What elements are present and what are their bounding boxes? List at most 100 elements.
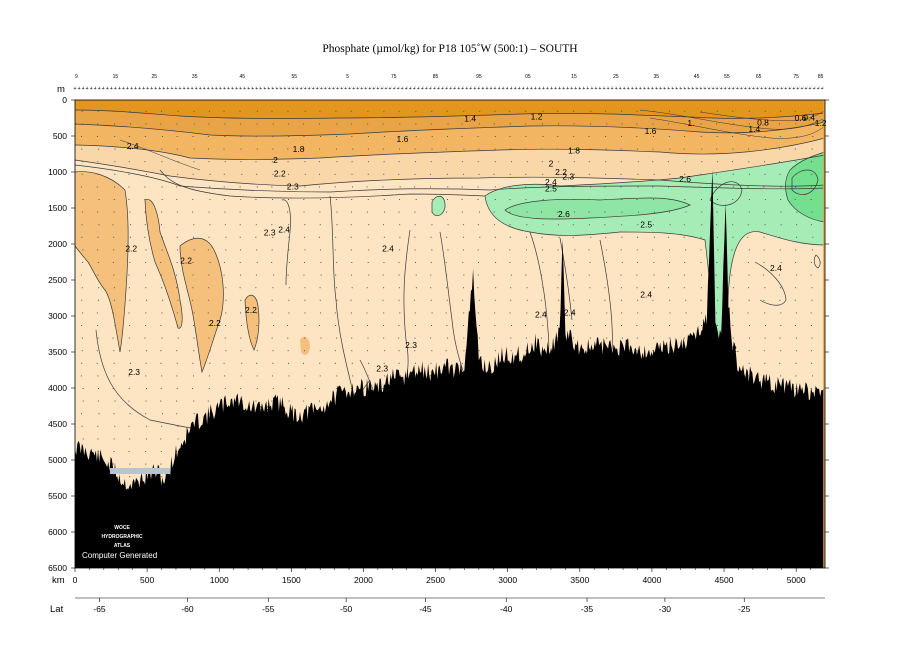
contour-label: 2.4 [640,289,652,299]
sample-dot [684,173,686,175]
sample-dot [256,249,258,251]
sample-dot [621,199,623,200]
station-cross: + [360,86,363,92]
sample-dot [748,148,750,150]
sample-dot [334,173,336,175]
station-cross: + [611,86,614,92]
sample-dot [621,211,623,213]
sample-dot [209,224,211,226]
sample-dot [160,262,162,263]
contour-label: 2. [732,344,739,354]
station-label: 05 [525,74,531,80]
sample-dot [445,148,447,150]
sample-dot [541,161,543,163]
sample-dot [604,211,606,213]
sample-dot [589,337,591,339]
station-cross: + [663,86,666,92]
sample-dot [128,287,130,289]
sample-dot [303,148,305,150]
sample-dot [542,173,544,175]
sample-dot [588,173,590,175]
sample-dot [81,287,83,289]
sample-dot [701,274,703,276]
sample-dot [731,299,733,301]
sample-dot [573,123,575,125]
sample-dot [398,325,400,326]
sample-dot [525,325,527,326]
sample-dot [541,148,543,150]
sample-dot [223,274,225,276]
sample-dot [240,136,242,137]
sample-dot [511,161,513,163]
station-cross: + [179,86,182,92]
sample-dot [319,199,321,200]
sample-dot [399,199,401,200]
sample-dot [114,161,116,163]
contour-label: 2.3 [258,405,270,415]
sample-dot [81,173,83,175]
sample-dot [336,337,338,339]
contour-label: 2.3 [562,171,574,181]
sample-dot [447,224,449,226]
sample-dot [668,186,670,188]
sample-dot [304,312,306,314]
sample-dot [780,312,782,314]
lat-tick-label: -50 [340,604,353,614]
sample-dot [431,148,433,150]
sample-dot [383,236,385,238]
sample-dot [478,173,480,175]
sample-dot [176,388,178,389]
sample-dot [589,287,591,289]
sample-dot [653,274,655,276]
sample-dot [288,400,290,402]
contour-label: 2.3 [264,227,276,237]
sample-dot [239,287,241,289]
sample-dot [493,211,495,213]
sample-dot [113,362,115,364]
station-cross: + [413,86,416,92]
station-cross: + [700,86,703,92]
sample-dot [652,136,654,137]
contour-label: 2.2 [274,168,286,178]
sample-dot [701,224,703,226]
sample-dot [620,249,622,251]
sample-dot [336,224,338,226]
station-cross: + [82,86,85,92]
station-cross: + [502,86,505,92]
top-m-label: m [57,84,65,95]
sample-dot [255,224,257,226]
station-cross: + [142,86,145,92]
contour-label: 1.6 [396,134,408,144]
sample-dot [112,337,114,339]
sample-dot [398,110,400,112]
sample-dot [287,173,289,175]
station-cross: + [380,86,383,92]
sample-dot [177,337,179,339]
sample-dot [146,438,148,440]
sample-dot [605,274,607,276]
sample-dot [319,224,321,226]
sample-dot [383,224,385,226]
sample-dot [764,110,766,112]
sample-dot [272,388,274,389]
sample-dot [161,161,163,163]
sample-dot [319,211,321,213]
station-cross: + [809,86,812,92]
sample-dot [256,148,258,150]
sample-dot [620,274,622,276]
sample-dot [398,337,400,339]
contour-label: 2.3 [287,181,299,191]
sample-dot [97,425,99,427]
sample-dot [382,388,384,389]
sample-dot [415,110,417,112]
sample-dot [509,173,511,175]
station-cross: + [691,86,694,92]
sample-dot [478,148,480,150]
station-cross: + [308,86,311,92]
station-cross: + [780,86,783,92]
sample-dot [764,136,766,137]
sample-dot [128,136,130,137]
sample-dot [494,312,496,314]
station-cross: + [631,86,634,92]
sample-dot [271,186,273,188]
